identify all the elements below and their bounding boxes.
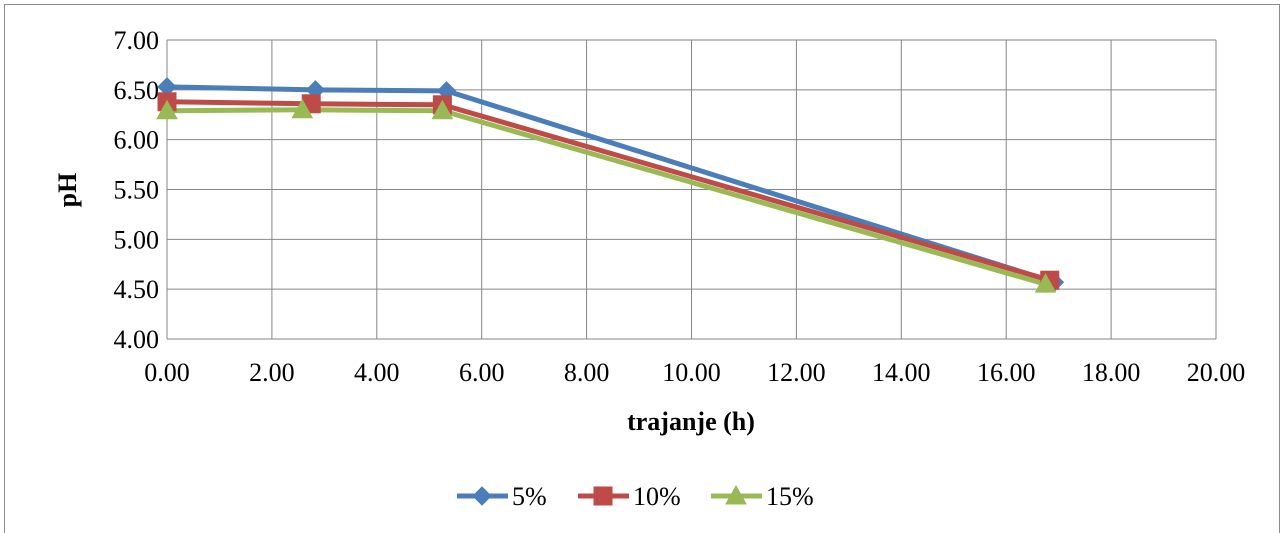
chart-frame: [4, 4, 1280, 533]
x-tick-label: 20.00: [1187, 358, 1246, 387]
data-point-series-3: [431, 99, 454, 120]
legend-label: 15%: [766, 482, 814, 511]
legend-item-3: 15%: [711, 482, 814, 511]
series-line-3: [166, 107, 1047, 287]
data-point-series-3: [291, 98, 314, 119]
x-tick-label: 18.00: [1082, 358, 1141, 387]
x-tick-label: 12.00: [767, 358, 826, 387]
y-tick-label: 6.50: [114, 76, 160, 105]
x-tick-label: 14.00: [872, 358, 931, 387]
data-point-series-3: [156, 99, 178, 120]
legend-item-2: 10%: [578, 482, 681, 511]
x-tick-label: 0.00: [144, 358, 190, 387]
y-tick-label: 4.50: [114, 275, 160, 304]
data-point-series-3: [1034, 273, 1057, 293]
y-tick-label: 7.00: [114, 26, 160, 55]
legend-marker: [725, 484, 747, 505]
series-lines: [166, 84, 1056, 287]
legend-item-1: 5%: [457, 482, 547, 511]
legend: 5% 10% 15%: [457, 482, 814, 511]
x-tick-label: 8.00: [564, 358, 610, 387]
legend-marker: [472, 486, 492, 506]
x-axis-title: trajanje (h): [627, 407, 755, 436]
legend-marker: [593, 486, 613, 506]
x-tick-label: 4.00: [354, 358, 400, 387]
y-tick-label: 6.00: [114, 126, 160, 155]
legend-label: 5%: [512, 482, 547, 511]
tick-labels: 0.00 2.00 4.00 6.00 8.00 10.00 12.00 14.00 16.00…: [114, 26, 1246, 387]
x-tick-label: 10.00: [662, 358, 721, 387]
series-line-2: [166, 99, 1051, 283]
legend-label: 10%: [633, 482, 681, 511]
grid: [166, 39, 1217, 340]
x-tick-label: 2.00: [249, 358, 295, 387]
series-line-1: [166, 84, 1056, 285]
x-tick-label: 16.00: [977, 358, 1036, 387]
y-tick-label: 5.00: [114, 225, 160, 254]
y-tick-label: 4.00: [114, 325, 160, 354]
y-tick-label: 5.50: [114, 176, 160, 205]
series-markers: [156, 77, 1065, 293]
x-tick-label: 6.00: [459, 358, 505, 387]
y-axis-title: pH: [53, 173, 82, 208]
